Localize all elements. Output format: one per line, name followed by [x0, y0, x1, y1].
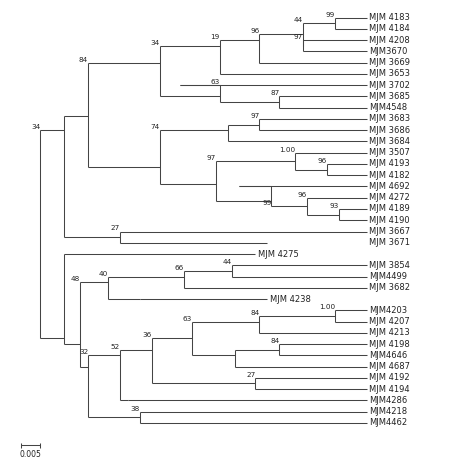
Text: MJM 4193: MJM 4193 — [369, 159, 410, 169]
Text: 93: 93 — [330, 203, 339, 209]
Text: MJM4499: MJM4499 — [369, 272, 407, 281]
Text: 84: 84 — [250, 310, 260, 316]
Text: 97: 97 — [250, 113, 260, 119]
Text: MJM4286: MJM4286 — [369, 396, 407, 405]
Text: 34: 34 — [31, 124, 41, 130]
Text: MJM 4182: MJM 4182 — [369, 171, 410, 180]
Text: 96: 96 — [250, 28, 260, 34]
Text: MJM4548: MJM4548 — [369, 103, 407, 112]
Text: MJM4218: MJM4218 — [369, 407, 407, 416]
Text: 44: 44 — [222, 259, 232, 265]
Text: 36: 36 — [143, 332, 152, 338]
Text: MJM 4213: MJM 4213 — [369, 328, 410, 338]
Text: MJM 3684: MJM 3684 — [369, 137, 410, 146]
Text: 96: 96 — [318, 158, 327, 164]
Text: 74: 74 — [151, 124, 160, 130]
Text: 40: 40 — [99, 270, 108, 276]
Text: MJM 4692: MJM 4692 — [369, 182, 410, 191]
Text: MJM 4208: MJM 4208 — [369, 36, 410, 44]
Text: MJM 4238: MJM 4238 — [270, 294, 310, 304]
Text: MJM 4198: MJM 4198 — [369, 339, 410, 349]
Text: MJM 4687: MJM 4687 — [369, 362, 410, 371]
Text: MJM 4272: MJM 4272 — [369, 193, 410, 202]
Text: MJM 3669: MJM 3669 — [369, 58, 410, 67]
Text: 87: 87 — [270, 90, 279, 96]
Text: MJM 4275: MJM 4275 — [258, 250, 299, 258]
Text: 44: 44 — [294, 17, 303, 23]
Text: 97: 97 — [294, 34, 303, 40]
Text: MJM 4190: MJM 4190 — [369, 216, 410, 225]
Text: 96: 96 — [298, 192, 307, 198]
Text: MJM 3671: MJM 3671 — [369, 238, 410, 247]
Text: 97: 97 — [206, 155, 216, 161]
Text: 27: 27 — [111, 225, 120, 232]
Text: MJM 3685: MJM 3685 — [369, 92, 410, 101]
Text: MJM 4189: MJM 4189 — [369, 205, 410, 213]
Text: 84: 84 — [270, 338, 279, 344]
Text: MJM4646: MJM4646 — [369, 351, 407, 360]
Text: MJM 3854: MJM 3854 — [369, 261, 410, 270]
Text: MJM 3682: MJM 3682 — [369, 283, 410, 292]
Text: 84: 84 — [79, 56, 88, 63]
Text: MJM 4183: MJM 4183 — [369, 13, 410, 22]
Text: MJM 4184: MJM 4184 — [369, 25, 410, 33]
Text: 19: 19 — [211, 34, 219, 40]
Text: MJM4462: MJM4462 — [369, 419, 407, 427]
Text: 1.00: 1.00 — [319, 304, 335, 310]
Text: 27: 27 — [246, 372, 255, 378]
Text: 0.005: 0.005 — [20, 450, 41, 459]
Text: 32: 32 — [79, 350, 88, 355]
Text: MJM 4192: MJM 4192 — [369, 373, 410, 382]
Text: 99: 99 — [262, 200, 271, 206]
Text: 63: 63 — [211, 79, 219, 85]
Text: MJM 3667: MJM 3667 — [369, 227, 410, 236]
Text: 34: 34 — [151, 40, 160, 46]
Text: MJM 3686: MJM 3686 — [369, 125, 410, 135]
Text: MJM4203: MJM4203 — [369, 306, 407, 315]
Text: MJM 3702: MJM 3702 — [369, 81, 410, 90]
Text: 99: 99 — [326, 12, 335, 18]
Text: 52: 52 — [111, 344, 120, 350]
Text: MJM 4194: MJM 4194 — [369, 385, 410, 394]
Text: MJM 3683: MJM 3683 — [369, 114, 410, 124]
Text: MJM 4207: MJM 4207 — [369, 317, 410, 326]
Text: 38: 38 — [131, 406, 140, 412]
Text: 1.00: 1.00 — [279, 147, 295, 153]
Text: 66: 66 — [175, 265, 184, 271]
Text: MJM 3653: MJM 3653 — [369, 69, 410, 78]
Text: 48: 48 — [71, 276, 80, 282]
Text: MJM3670: MJM3670 — [369, 47, 407, 56]
Text: MJM 3507: MJM 3507 — [369, 148, 410, 157]
Text: 63: 63 — [182, 316, 192, 322]
